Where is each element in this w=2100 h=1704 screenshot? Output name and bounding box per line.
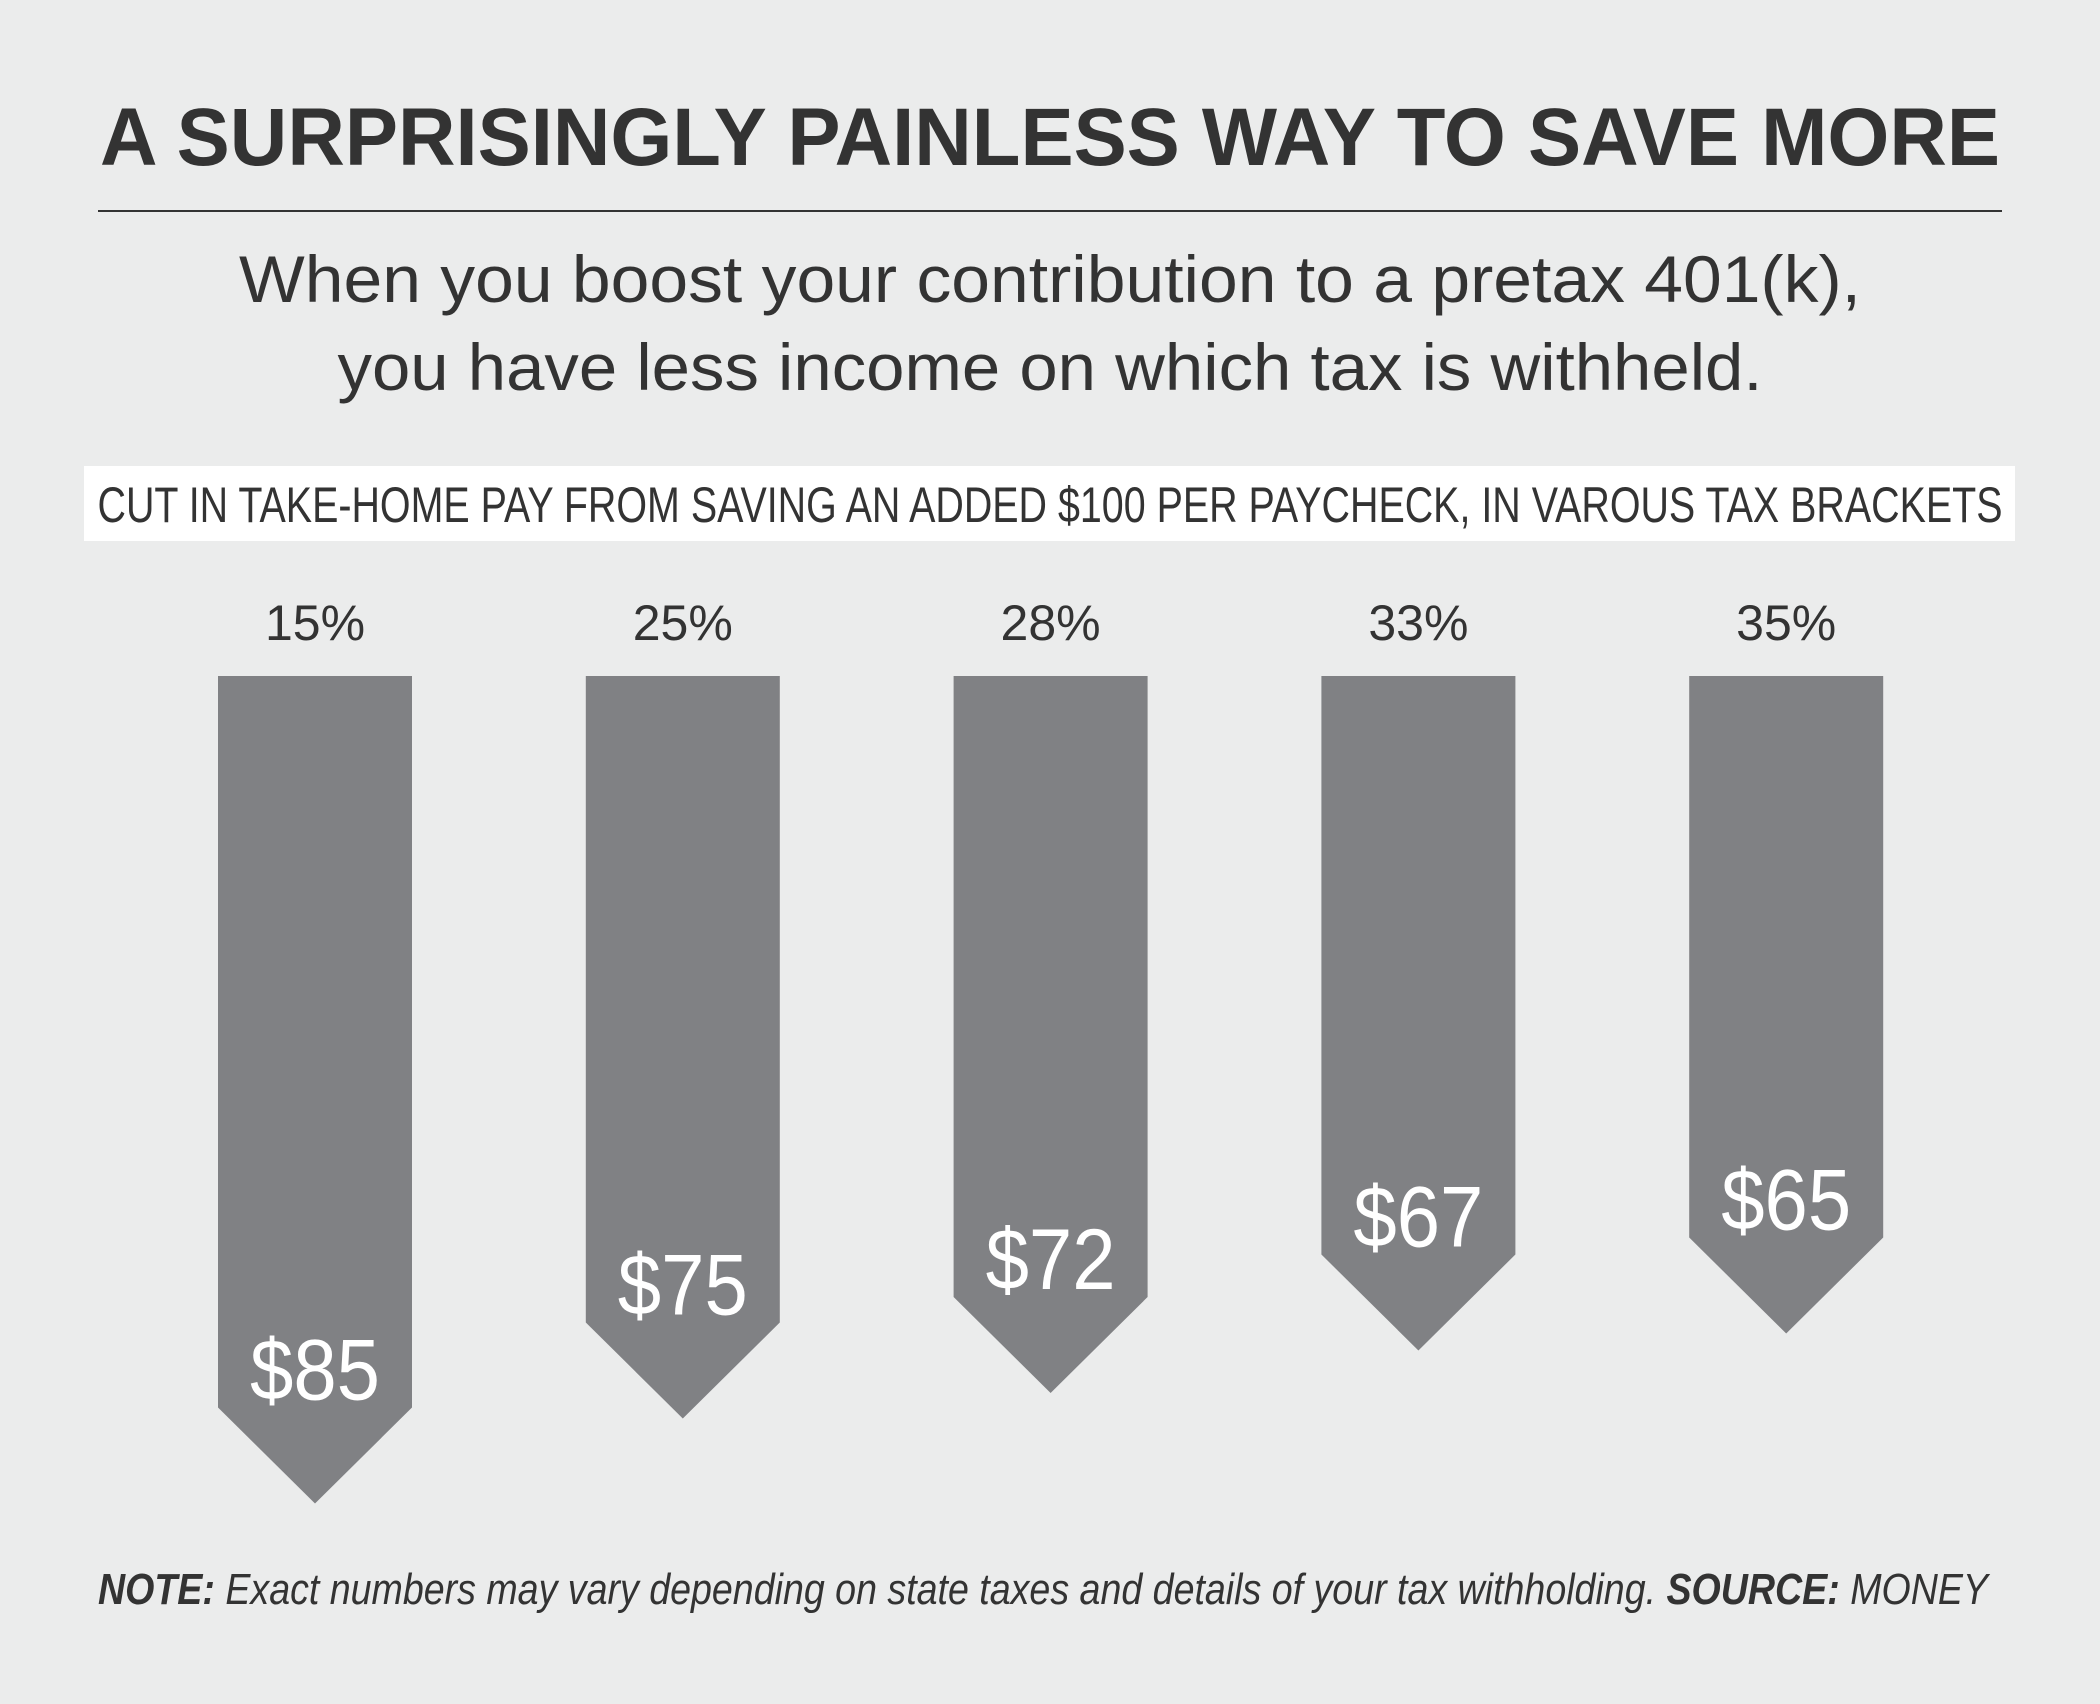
value-label: $67 <box>1353 1170 1483 1266</box>
axis-label: CUT IN TAKE-HOME PAY FROM SAVING AN ADDE… <box>98 477 2003 533</box>
x-tick-label: 15% <box>265 595 365 651</box>
value-label: $75 <box>618 1238 748 1334</box>
bar <box>585 676 780 1419</box>
x-tick-label: 35% <box>1736 595 1836 651</box>
bar <box>218 676 412 1504</box>
source-text: MONEY <box>1850 1565 1990 1614</box>
bar <box>1321 676 1516 1351</box>
axis-label-box <box>84 466 2015 541</box>
value-label: $72 <box>986 1212 1116 1308</box>
bar <box>953 676 1148 1393</box>
value-label: $65 <box>1721 1153 1851 1249</box>
subtitle-line: When you boost your contribution to a pr… <box>239 242 1861 316</box>
note-text: Exact numbers may vary depending on stat… <box>225 1565 1656 1614</box>
subtitle-line: you have less income on which tax is wit… <box>338 330 1763 404</box>
value-label: $85 <box>250 1323 380 1419</box>
chart-title: A SURPRISINGLY PAINLESS WAY TO SAVE MORE <box>100 92 2000 183</box>
source-label: SOURCE: <box>1666 1565 1839 1614</box>
note-label: NOTE: <box>98 1565 215 1614</box>
x-tick-label: 33% <box>1368 595 1468 651</box>
x-tick-label: 28% <box>1001 595 1101 651</box>
bar <box>1689 676 1884 1334</box>
x-tick-label: 25% <box>633 595 733 651</box>
footnote: NOTE: Exact numbers may vary depending o… <box>98 1565 1990 1614</box>
